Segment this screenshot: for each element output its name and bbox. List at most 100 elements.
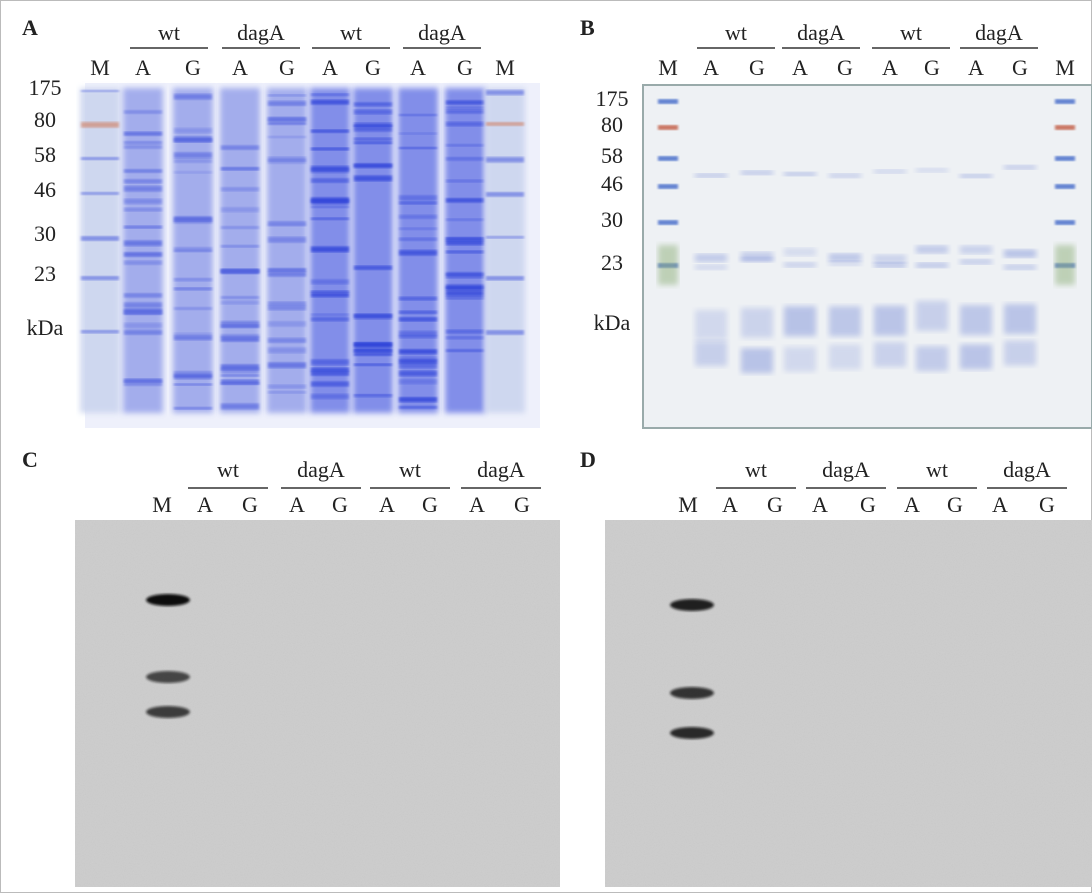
band xyxy=(446,284,484,289)
band xyxy=(221,320,259,324)
lane-label: A xyxy=(135,55,151,80)
band xyxy=(695,253,727,262)
band xyxy=(124,329,162,335)
band xyxy=(81,236,119,241)
band xyxy=(446,237,484,242)
band xyxy=(221,336,259,342)
band xyxy=(221,244,259,248)
lane-label: G xyxy=(332,492,348,517)
band xyxy=(221,333,259,338)
marker-label: 58 xyxy=(34,142,56,167)
band xyxy=(124,131,162,136)
band xyxy=(446,290,484,296)
band xyxy=(1004,340,1036,366)
band xyxy=(874,169,906,174)
band xyxy=(311,93,349,96)
panel-label: C xyxy=(22,447,38,472)
group-label: dagA xyxy=(1003,457,1051,482)
band xyxy=(354,265,392,270)
band xyxy=(399,356,437,362)
group-label: wt xyxy=(158,20,180,45)
band xyxy=(874,305,906,336)
lane-label: A xyxy=(197,492,213,517)
lane-label: M xyxy=(90,55,110,80)
lane-label: A xyxy=(232,55,248,80)
band xyxy=(311,197,349,203)
band xyxy=(311,279,349,285)
band xyxy=(399,397,437,403)
band xyxy=(399,359,437,364)
band xyxy=(658,99,678,104)
band xyxy=(354,137,392,141)
lane-label: G xyxy=(749,55,765,80)
band xyxy=(446,250,484,254)
band xyxy=(446,273,484,279)
lane-label: A xyxy=(812,492,828,517)
band xyxy=(829,253,861,262)
band xyxy=(268,305,306,311)
band xyxy=(268,100,306,106)
band xyxy=(446,109,484,114)
band xyxy=(81,276,119,281)
noise xyxy=(75,520,560,887)
marker-label: 58 xyxy=(601,143,623,168)
band xyxy=(174,370,212,374)
band xyxy=(829,344,861,370)
lane-label: G xyxy=(837,55,853,80)
band xyxy=(1004,249,1036,258)
band xyxy=(268,135,306,139)
band xyxy=(486,192,524,197)
lane xyxy=(80,88,120,413)
band xyxy=(174,383,212,386)
band xyxy=(311,292,349,298)
band xyxy=(268,390,306,394)
band xyxy=(174,221,212,224)
band xyxy=(354,109,392,115)
band xyxy=(268,94,306,97)
lane-label: G xyxy=(1039,492,1055,517)
band xyxy=(486,236,524,239)
noise xyxy=(605,520,1092,887)
band xyxy=(311,129,349,133)
band xyxy=(486,122,524,126)
band xyxy=(124,252,162,257)
band xyxy=(829,260,861,266)
band xyxy=(741,252,773,261)
band xyxy=(268,268,306,273)
band xyxy=(916,300,948,331)
band xyxy=(174,307,212,311)
band xyxy=(874,341,906,367)
band xyxy=(124,380,162,386)
group-label: wt xyxy=(926,457,948,482)
band xyxy=(1055,220,1075,225)
group-label: wt xyxy=(745,457,767,482)
band xyxy=(960,344,992,370)
band xyxy=(268,321,306,327)
band xyxy=(399,349,437,355)
marker-label: 30 xyxy=(34,221,56,246)
marker-label: 175 xyxy=(596,86,629,111)
lane-label: G xyxy=(185,55,201,80)
lane xyxy=(123,88,163,413)
band xyxy=(221,300,259,305)
band xyxy=(916,245,948,254)
group-label: dagA xyxy=(822,457,870,482)
marker-label: 30 xyxy=(601,207,623,232)
marker-label: 80 xyxy=(34,107,56,132)
lane-label: A xyxy=(289,492,305,517)
band xyxy=(399,214,437,219)
band xyxy=(784,262,816,268)
band xyxy=(354,122,392,127)
band xyxy=(268,116,306,121)
band xyxy=(446,240,484,246)
group-label: wt xyxy=(217,457,239,482)
band xyxy=(268,337,306,343)
band xyxy=(174,332,212,336)
band xyxy=(268,301,306,306)
band xyxy=(695,309,727,340)
band xyxy=(446,272,484,276)
band xyxy=(221,403,259,410)
lane-label: M xyxy=(678,492,698,517)
band xyxy=(124,169,162,173)
band xyxy=(486,157,524,163)
